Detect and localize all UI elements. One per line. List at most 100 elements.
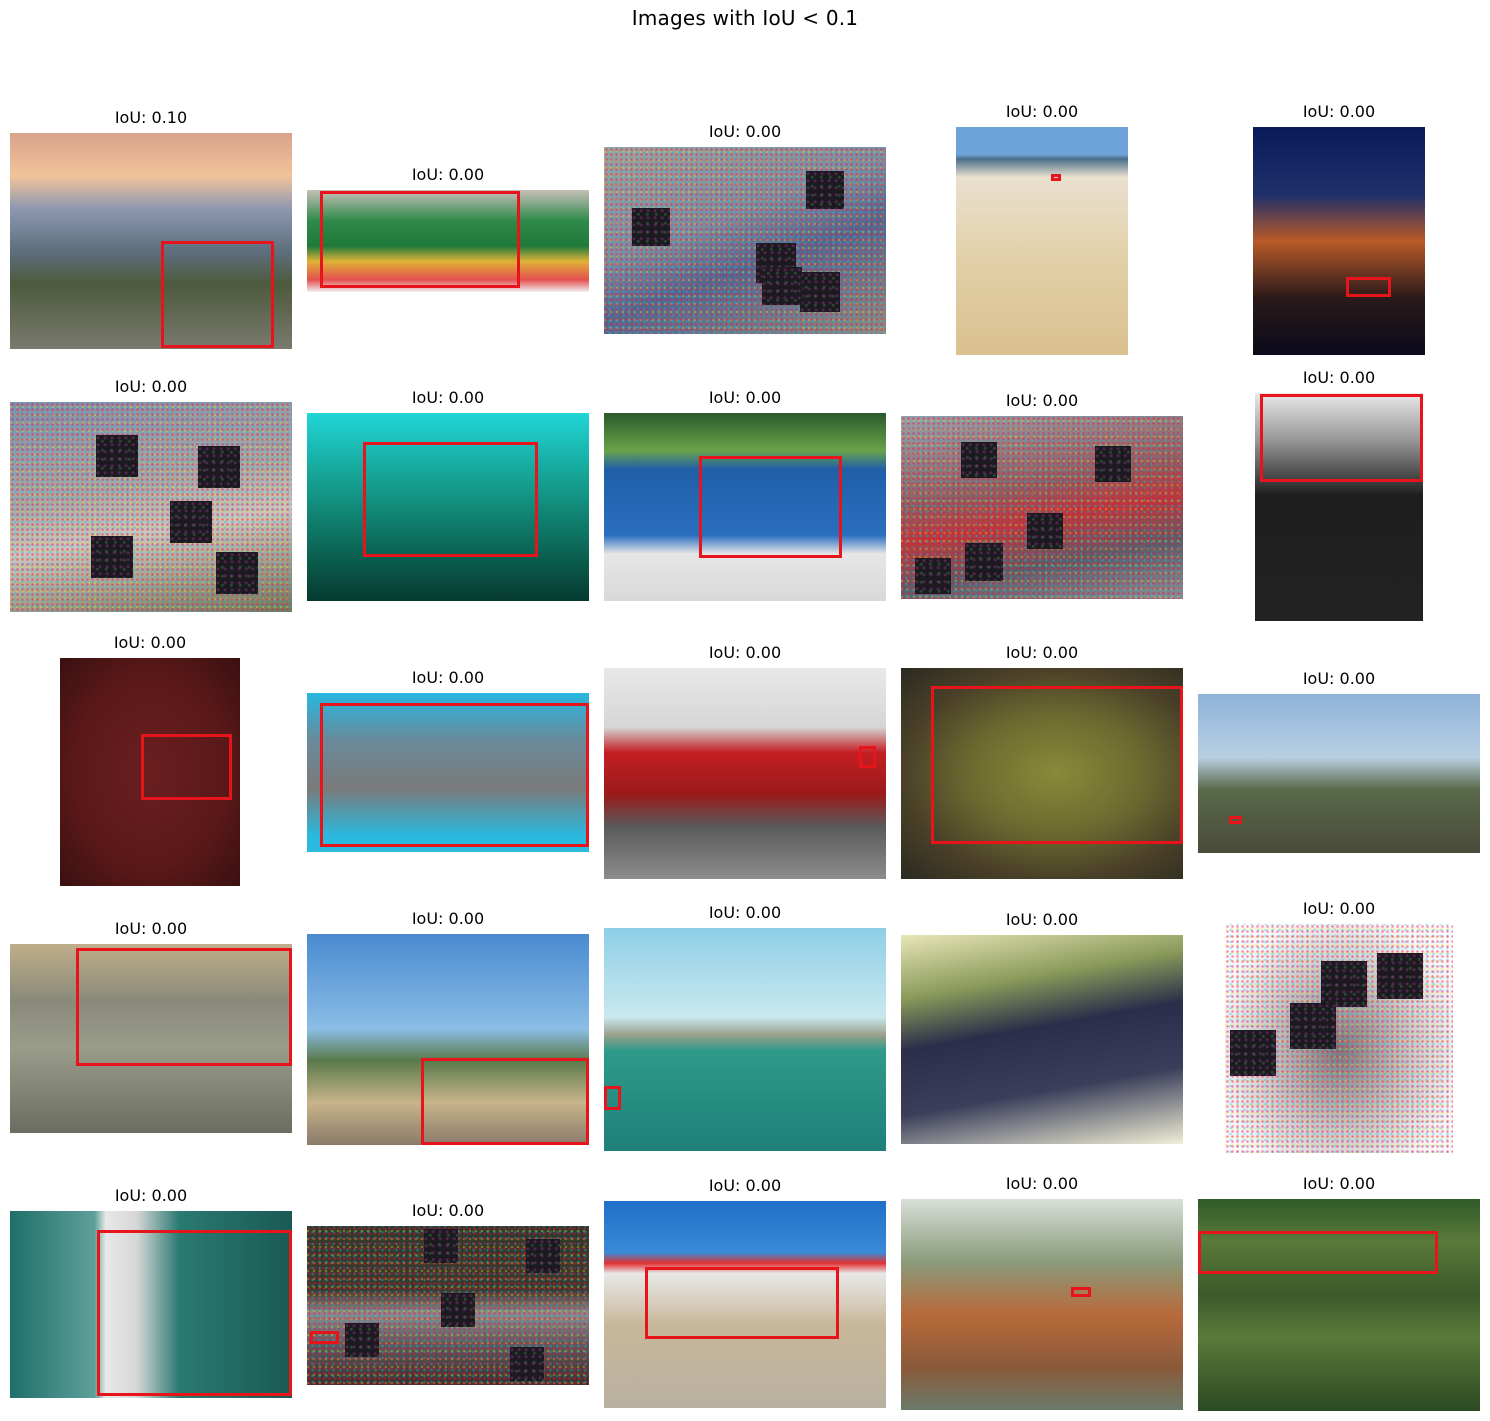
image-panel: IoU: 0.00 [604,902,886,1151]
predicted-bounding-box [1346,277,1391,297]
predicted-bounding-box [931,686,1183,844]
panel-image [604,668,886,879]
occlusion-patch [198,446,240,488]
panel-image [901,416,1183,599]
image-panel: IoU: 0.00 [307,164,589,292]
occlusion-patch [915,558,951,594]
panel-title: IoU: 0.00 [708,643,782,662]
image-panel: IoU: 0.00 [901,642,1183,879]
image-panel: IoU: 0.00 [604,1175,886,1408]
image-panel: IoU: 0.00 [604,387,886,601]
occlusion-patch [1290,1003,1336,1049]
occlusion-patch [806,171,844,209]
panel-title: IoU: 0.00 [113,633,187,652]
panel-title: IoU: 0.00 [1302,1174,1376,1193]
occlusion-patch [1321,961,1367,1007]
panel-title: IoU: 0.00 [1005,391,1079,410]
predicted-bounding-box [859,746,876,768]
occlusion-patch [632,208,670,246]
panel-title: IoU: 0.00 [1302,368,1376,387]
occlusion-patch [1377,953,1423,999]
panel-image [1198,1199,1480,1411]
predicted-bounding-box [1051,174,1061,181]
panel-title: IoU: 0.00 [411,909,485,928]
panel-title: IoU: 0.00 [1302,899,1376,918]
image-panel: IoU: 0.00 [1255,367,1423,621]
predicted-bounding-box [645,1267,839,1339]
image-panel: IoU: 0.00 [901,1173,1183,1410]
panel-image [10,944,292,1133]
predicted-bounding-box [161,241,274,348]
occlusion-patch [345,1323,379,1357]
panel-title: IoU: 0.00 [1302,102,1376,121]
predicted-bounding-box [76,948,292,1066]
image-panel: IoU: 0.00 [604,121,886,334]
panel-image [307,934,589,1145]
panel-image [307,1226,589,1385]
image-panel: IoU: 0.00 [307,1200,589,1385]
image-panel: IoU: 0.00 [901,909,1183,1144]
occlusion-patch [216,552,258,594]
panel-title: IoU: 0.00 [708,388,782,407]
predicted-bounding-box [421,1058,589,1145]
panel-title: IoU: 0.00 [1005,910,1079,929]
panel-image [307,190,589,292]
panel-image [1255,393,1423,621]
occlusion-patch [1230,1030,1276,1076]
predicted-bounding-box [320,703,589,847]
predicted-bounding-box [1071,1287,1091,1297]
image-panel: IoU: 0.00 [10,1185,292,1398]
image-panel: IoU: 0.10 [10,107,292,349]
image-panel: IoU: 0.00 [1225,898,1453,1153]
image-panel: IoU: 0.00 [60,632,240,886]
predicted-bounding-box [363,442,538,557]
image-panel: IoU: 0.00 [10,376,292,612]
panel-title: IoU: 0.00 [708,122,782,141]
predicted-bounding-box [604,1086,621,1110]
occlusion-patch [762,267,802,305]
panel-title: IoU: 0.00 [1005,1174,1079,1193]
panel-image [1225,924,1453,1153]
panel-title: IoU: 0.00 [1005,102,1079,121]
panel-image [956,127,1128,355]
predicted-bounding-box [141,734,232,800]
occlusion-patch [1095,446,1131,482]
panel-title: IoU: 0.00 [114,919,188,938]
image-panel: IoU: 0.00 [1198,1173,1480,1411]
panel-image [10,402,292,612]
panel-image [60,658,240,886]
occlusion-patch [510,1347,544,1381]
image-panel: IoU: 0.00 [956,101,1128,355]
panel-title: IoU: 0.00 [411,388,485,407]
predicted-bounding-box [1198,1231,1438,1274]
occlusion-patch [96,435,138,477]
panel-image [10,133,292,349]
panel-image [901,935,1183,1144]
image-panel: IoU: 0.00 [10,918,292,1133]
predicted-bounding-box [320,191,520,288]
panel-image [307,413,589,601]
predicted-bounding-box [1260,394,1423,482]
panel-title: IoU: 0.00 [708,903,782,922]
panel-image [604,1201,886,1408]
occlusion-patch [800,272,840,312]
panel-title: IoU: 0.00 [114,377,188,396]
image-panel: IoU: 0.00 [307,667,589,852]
image-panel: IoU: 0.00 [1253,101,1425,355]
occlusion-patch [91,536,133,578]
occlusion-patch [170,501,212,543]
panel-image [604,147,886,334]
panel-title: IoU: 0.00 [411,1201,485,1220]
occlusion-patch [961,442,997,478]
panel-image [10,1211,292,1398]
predicted-bounding-box [699,456,842,558]
image-panel: IoU: 0.00 [604,642,886,879]
image-panel: IoU: 0.00 [1198,668,1480,853]
occlusion-patch [526,1239,560,1273]
figure-title: Images with IoU < 0.1 [631,6,859,30]
panel-title: IoU: 0.00 [411,165,485,184]
panel-image [1198,694,1480,853]
panel-title: IoU: 0.10 [114,108,188,127]
image-panel: IoU: 0.00 [901,390,1183,599]
panel-image [1253,127,1425,355]
